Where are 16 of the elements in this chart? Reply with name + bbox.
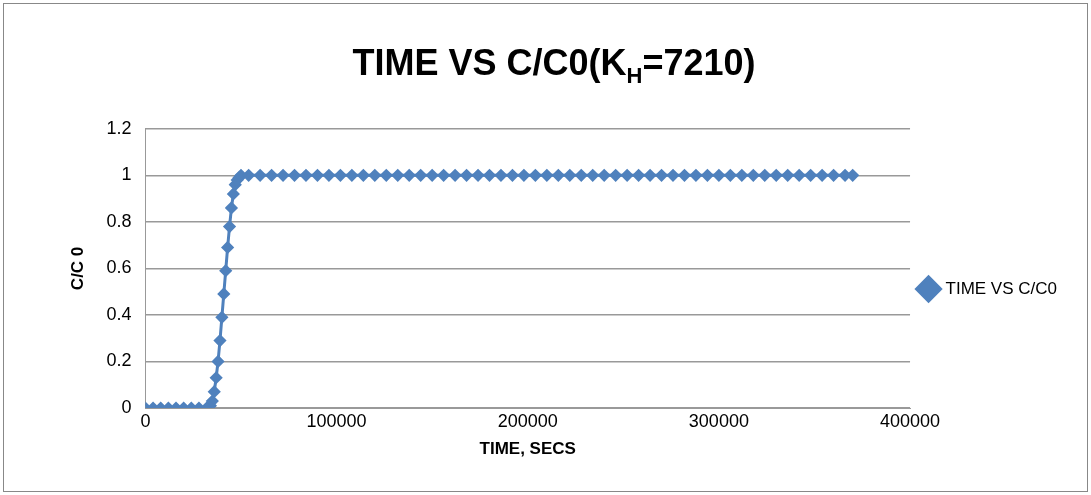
x-axis-title: TIME, SECS — [479, 439, 576, 459]
y-tick-label: 0 — [121, 396, 132, 417]
chart-title: TIME VS C/C0(K$_{H}$=7210) — [351, 42, 757, 90]
y-tick-label: 0.6 — [106, 257, 132, 278]
y-tick-label: 0.4 — [106, 303, 132, 324]
legend-label: TIME VS C/C0 — [945, 278, 1058, 298]
x-tick-label: 200000 — [497, 410, 558, 431]
y-axis-title: C/C 0 — [67, 246, 87, 291]
y-tick-label: 0.8 — [106, 210, 132, 231]
y-tick-label: 1.2 — [106, 117, 132, 138]
y-tick-label: 1 — [121, 164, 132, 185]
x-tick-label: 100000 — [306, 410, 367, 431]
x-tick-label: 400000 — [880, 410, 941, 431]
y-tick-label: 0.2 — [106, 350, 132, 371]
x-tick-label: 0 — [140, 410, 151, 431]
x-tick-label: 300000 — [688, 410, 749, 431]
